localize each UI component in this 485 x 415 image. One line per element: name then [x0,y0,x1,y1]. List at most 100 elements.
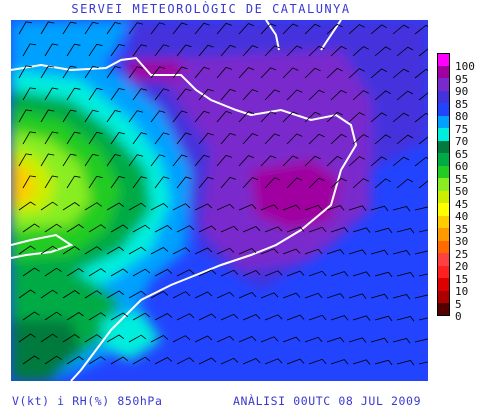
wind-barb [286,177,303,189]
wind-barb [242,314,261,321]
wind-barb [106,202,125,211]
wind-barb [374,315,393,322]
wind-barb [22,223,40,233]
wind-barb [172,247,191,255]
legend-label: 55 [455,172,469,186]
wind-barb [392,112,410,123]
wind-barb [348,249,367,255]
wind-barb [154,88,170,101]
wind-barb [66,356,84,365]
wind-barb [220,176,236,189]
wind-barb [414,294,428,299]
wind-barb [172,66,188,79]
wind-barb [176,44,192,57]
wind-barb [128,290,147,299]
wind-barb [264,358,283,365]
wind-barb [84,334,102,343]
wind-barb [304,204,323,211]
legend-swatch [437,128,450,141]
wind-barb [198,357,217,365]
legend-swatch [437,290,450,303]
wind-barb [264,314,283,321]
wind-barb [414,338,428,343]
wind-barb [304,111,321,123]
wind-barb [194,110,210,123]
legend-label: 45 [455,197,469,211]
wind-barb [414,24,428,35]
wind-barb [176,269,195,277]
wind-barb [374,271,393,278]
legend-swatch [437,265,450,278]
wind-barb [220,88,236,101]
wind-barb [330,177,347,189]
wind-barb [330,315,349,321]
wind-barb [418,180,428,189]
legend-label: 60 [455,160,469,173]
wind-barb [194,154,210,167]
legend-label: 100 [455,60,475,73]
wind-barb [66,87,81,101]
wind-barb [22,43,36,57]
wind-barb [370,112,388,123]
wind-barb [418,48,428,57]
wind-barb [88,131,103,145]
wind-barb [374,178,392,189]
wind-barb [176,88,192,101]
legend-swatch [437,165,450,178]
wind-barb [194,22,210,35]
wind-barb [220,357,239,365]
legend-labels: 100 95 90 85 80 75 70 65 60 55 50 45 40 35 30 25 20 15 10 5… [455,60,475,324]
wind-barb [392,338,411,344]
legend-swatch [437,215,450,228]
wind-barb [172,110,188,123]
wind-barb [128,110,144,123]
wind-barb [62,65,77,79]
wind-barb [66,175,81,189]
wind-barb [348,205,367,211]
wind-barb [392,68,410,79]
wind-barb [150,66,166,79]
wind-barb [110,176,125,189]
wind-barb [418,136,428,145]
wind-barb [132,312,151,321]
wind-barb [154,176,170,189]
wind-barb [282,155,299,167]
wind-barb [154,44,170,57]
legend-label: 95 [455,72,469,86]
wind-barb [40,65,55,79]
legend-swatch [437,178,450,191]
wind-barb [348,156,365,167]
wind-barb [18,333,36,343]
legend-swatch [437,78,450,91]
legend-swatch [437,253,450,266]
humidity-field [11,20,428,381]
wind-barb [418,92,428,101]
wind-barb [308,226,327,233]
legend-label: 15 [455,272,469,286]
wind-barb [84,246,102,255]
wind-barb [220,225,239,233]
wind-barb [128,202,147,211]
wind-barb [414,156,428,167]
wind-barb [286,270,305,277]
wind-barb [44,223,62,233]
wind-barb [242,270,261,277]
wind-barb [326,23,343,35]
wind-barb [18,289,36,299]
wind-barb [414,206,428,211]
wind-barb [264,270,283,277]
wind-barb [106,246,125,255]
wind-barb [352,178,369,189]
wind-barb [84,109,99,123]
wind-barb [352,359,371,365]
wind-barb [264,177,281,189]
wind-barb [40,109,55,123]
wind-barb [198,88,214,101]
wind-barb [110,312,129,321]
wind-barb [396,90,414,101]
wind-barb [154,313,173,321]
legend-label: 85 [455,97,469,111]
wind-barb [396,178,414,189]
wind-barb [154,132,170,145]
legend-label: 70 [455,135,469,148]
